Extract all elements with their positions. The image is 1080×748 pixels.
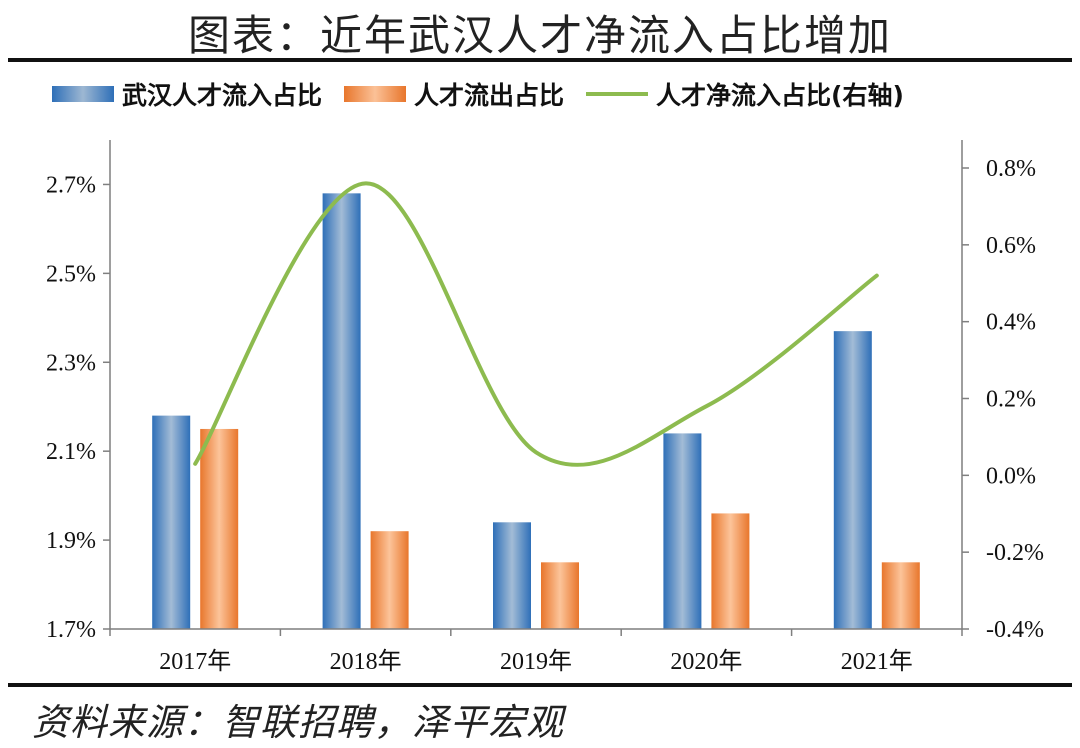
right-tick-label-4: 0.4% xyxy=(986,310,1036,336)
bar-outflow-3 xyxy=(711,513,750,629)
bar-inflow-0 xyxy=(152,415,191,629)
bar-inflow-2 xyxy=(493,522,531,629)
x-tick-label-4: 2021年 xyxy=(841,648,913,675)
x-tick-label-0: 2017年 xyxy=(159,648,231,675)
legend-swatch-net xyxy=(586,92,649,96)
legend-item-inflow: 武汉人才流入占比 xyxy=(52,76,322,112)
right-tick-label-6: 0.8% xyxy=(986,156,1036,182)
left-tick-label-0: 1.7% xyxy=(46,617,96,643)
left-tick-label-3: 2.3% xyxy=(46,350,96,376)
source-note: 资料来源：智联招聘，泽平宏观 xyxy=(32,701,564,744)
legend-label-net: 人才净流入占比(右轴) xyxy=(656,81,904,110)
title-rule xyxy=(8,58,1072,62)
bar-inflow-4 xyxy=(833,331,872,629)
right-tick-label-5: 0.6% xyxy=(986,233,1036,259)
x-tick-label-3: 2020年 xyxy=(670,648,742,675)
x-tick-label-2: 2019年 xyxy=(500,648,572,675)
footer-rule xyxy=(8,683,1072,687)
bar-inflow-1 xyxy=(322,193,361,629)
legend-item-outflow: 人才流出占比 xyxy=(344,76,564,112)
net-inflow-line xyxy=(193,181,879,467)
left-tick-label-2: 2.1% xyxy=(46,439,96,465)
right-tick-label-0: -0.4% xyxy=(986,617,1044,643)
bar-outflow-1 xyxy=(370,531,409,629)
x-tick-label-1: 2018年 xyxy=(330,648,402,675)
bar-inflow-3 xyxy=(663,433,702,629)
left-tick-label-4: 2.5% xyxy=(46,261,96,287)
bar-outflow-0 xyxy=(200,428,239,629)
legend-swatch-inflow xyxy=(52,86,114,102)
bar-outflow-4 xyxy=(881,562,920,629)
legend-swatch-outflow xyxy=(344,86,407,102)
left-tick-label-5: 2.7% xyxy=(46,172,96,198)
right-tick-label-3: 0.2% xyxy=(986,387,1036,413)
legend-item-net: 人才净流入占比(右轴) xyxy=(586,76,904,112)
legend-label-inflow: 武汉人才流入占比 xyxy=(122,81,323,110)
bar-outflow-2 xyxy=(541,562,579,629)
right-tick-label-2: 0.0% xyxy=(986,463,1036,489)
right-tick-label-1: -0.2% xyxy=(986,540,1044,566)
left-tick-label-1: 1.9% xyxy=(46,528,96,554)
chart-title: 图表：近年武汉人才净流入占比增加 xyxy=(187,11,892,60)
legend: 武汉人才流入占比 人才流出占比 人才净流入占比(右轴) xyxy=(52,74,926,114)
legend-label-outflow: 人才流出占比 xyxy=(414,81,565,110)
